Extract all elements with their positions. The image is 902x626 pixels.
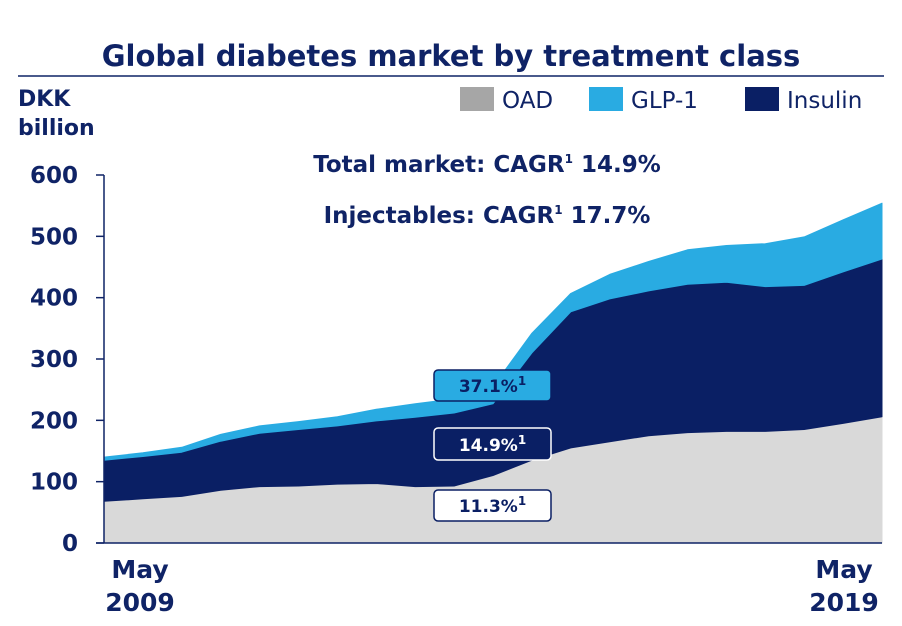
- x-tick-end-line1: May: [815, 555, 872, 584]
- total-market-cagr: Total market: CAGR1 14.9%: [313, 152, 661, 178]
- legend-swatch-oad: [460, 87, 494, 111]
- chart-title: Global diabetes market by treatment clas…: [102, 39, 801, 73]
- badge-insulin-footnote: 1: [518, 433, 526, 447]
- total-market-cagr-footnote: 1: [565, 152, 573, 166]
- legend-swatch-insulin: [745, 87, 779, 111]
- y-tick-label-500: 500: [30, 224, 78, 250]
- badge-insulin-value: 14.9%: [459, 436, 518, 456]
- legend-swatch-glp1: [589, 87, 623, 111]
- legend: OAD GLP-1 Insulin: [460, 87, 862, 114]
- total-market-cagr-value: 14.9%: [573, 152, 661, 178]
- badge-oad-footnote: 1: [518, 494, 526, 508]
- stacked-areas: [103, 202, 883, 544]
- injectables-cagr-label: Injectables: CAGR: [324, 203, 555, 229]
- badge-oad-value: 11.3%: [459, 497, 518, 517]
- y-tick-label-200: 200: [30, 408, 78, 434]
- badge-oad: 11.3%1: [433, 489, 552, 522]
- y-tick-label-400: 400: [30, 286, 78, 312]
- y-tick-label-600: 600: [30, 163, 78, 189]
- badge-insulin-box: [433, 427, 552, 461]
- y-axis-unit-line2: billion: [18, 116, 95, 141]
- x-tick-end-line2: 2019: [809, 588, 879, 617]
- badge-insulin-label: 14.9%1: [459, 433, 526, 456]
- badge-glp1-label: 37.1%1: [459, 374, 526, 397]
- badge-glp1-footnote: 1: [518, 374, 526, 388]
- badge-glp1-box: [433, 369, 552, 402]
- y-tick-label-300: 300: [30, 347, 78, 373]
- badge-insulin: 14.9%1: [433, 427, 552, 461]
- x-tick-start-line1: May: [111, 555, 168, 584]
- injectables-cagr: Injectables: CAGR1 17.7%: [324, 203, 651, 229]
- badge-oad-label: 11.3%1: [459, 494, 526, 517]
- x-tick-start-line2: 2009: [105, 588, 175, 617]
- y-axis-unit-line1: DKK: [18, 87, 71, 112]
- legend-label-glp1: GLP-1: [631, 88, 698, 114]
- area-glp1: [103, 202, 883, 461]
- y-axis-ticks: 0 100 200 300 400 500 600: [30, 163, 104, 557]
- badge-glp1-value: 37.1%: [459, 377, 518, 397]
- y-tick-label-0: 0: [62, 531, 78, 557]
- total-market-cagr-label: Total market: CAGR: [313, 152, 565, 178]
- y-tick-label-100: 100: [30, 470, 78, 496]
- legend-label-insulin: Insulin: [787, 88, 862, 114]
- legend-label-oad: OAD: [502, 88, 553, 114]
- injectables-cagr-footnote: 1: [554, 203, 562, 217]
- injectables-cagr-value: 17.7%: [563, 203, 651, 229]
- badge-glp1: 37.1%1: [433, 369, 552, 402]
- badge-oad-box: [433, 489, 552, 522]
